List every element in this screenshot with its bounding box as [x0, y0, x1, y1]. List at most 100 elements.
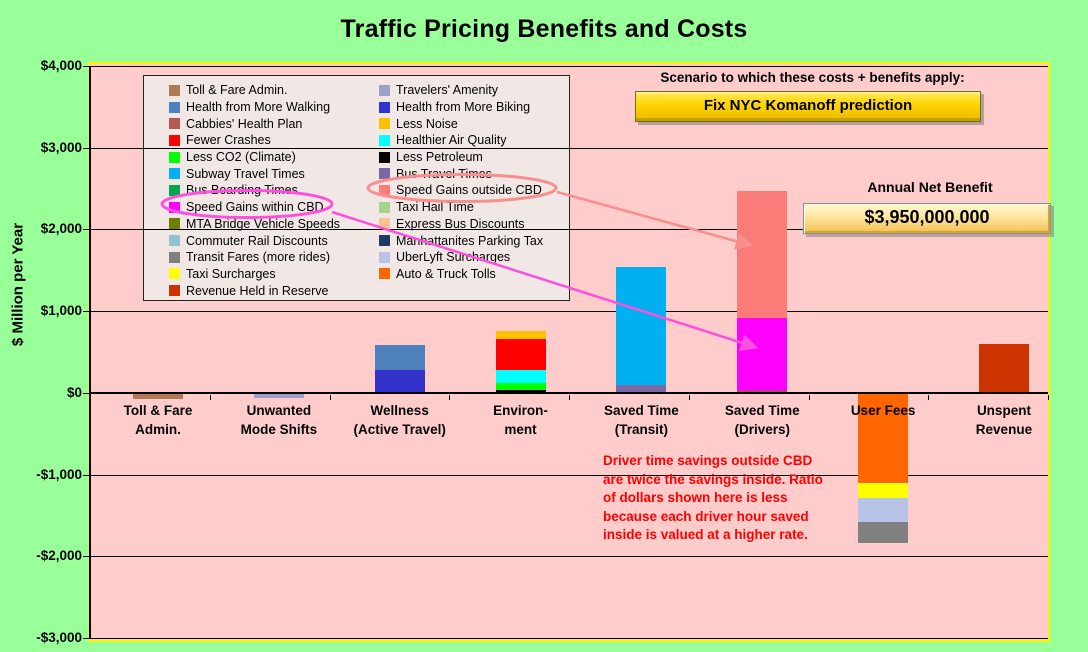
bar-segment-speed-gains-outside-cbd — [737, 191, 788, 318]
legend-item-speed-gains-within-cbd: Speed Gains within CBD — [169, 199, 340, 216]
legend-swatch-icon — [169, 101, 180, 113]
legend-item-label: Travelers' Amenity — [396, 83, 498, 98]
legend-item-commuter-rail-discounts: Commuter Rail Discounts — [169, 232, 340, 249]
y-tick--1000 — [83, 474, 90, 476]
legend-item-less-petroleum: Less Petroleum — [379, 149, 543, 166]
y-tick-label: $3,000 — [40, 139, 82, 155]
legend-swatch-icon — [379, 201, 390, 213]
bar-segment-toll-fare-admin- — [133, 392, 183, 400]
bar-segment-healthier-air-quality — [495, 369, 546, 384]
category-label-5: Saved Time (Drivers) — [724, 403, 800, 437]
y-tick-label: -$3,000 — [36, 630, 82, 645]
y-tick-4000 — [83, 66, 90, 67]
legend-item-label: Healthier Air Quality — [396, 133, 507, 148]
legend-swatch-icon — [169, 285, 180, 297]
bar-segment-subway-travel-times — [616, 267, 667, 385]
legend-item-label: Revenue Held in Reserve — [186, 283, 329, 298]
gridline--3000 — [90, 638, 1048, 639]
legend-swatch-icon — [169, 134, 180, 146]
legend-item-label: Cabbies' Health Plan — [186, 116, 303, 131]
legend-swatch-icon — [169, 84, 180, 96]
y-tick-label: $1,000 — [40, 303, 82, 319]
category-label-0: Toll & Fare Admin. — [123, 403, 193, 437]
bar-segment-less-co2-climate- — [495, 383, 546, 390]
gridline-3000 — [90, 147, 1048, 149]
legend-swatch-icon — [169, 201, 180, 213]
x-tick-0 — [90, 395, 91, 400]
gridline-4000 — [90, 66, 1048, 67]
y-tick-label: $4,000 — [40, 58, 82, 73]
legend-item-mta-bridge-vehicle-speeds: MTA Bridge Vehicle Speeds — [169, 216, 340, 233]
legend-item-travelers-amenity: Travelers' Amenity — [379, 82, 543, 99]
bar-segment-bus-travel-times — [616, 384, 667, 393]
scenario-caption: Scenario to which these costs + benefits… — [660, 70, 965, 85]
bar-segment-transit-fares-more-rides- — [858, 521, 909, 544]
y-tick-3000 — [83, 147, 90, 149]
legend-item-label: Subway Travel Times — [186, 166, 305, 181]
legend-item-auto-truck-tolls: Auto & Truck Tolls — [379, 266, 543, 283]
legend-item-label: Speed Gains within CBD — [186, 200, 324, 215]
legend-swatch-icon — [379, 184, 390, 196]
x-tick-7 — [928, 395, 930, 400]
x-tick-8 — [1048, 395, 1049, 400]
legend-swatch-icon — [169, 251, 180, 263]
category-label-2: Wellness (Active Travel) — [353, 403, 446, 437]
bar-segment-health-from-more-biking — [374, 369, 425, 393]
bar-segment-travelers-amenity — [253, 392, 304, 398]
bar-segment-less-petroleum — [495, 389, 546, 393]
legend-item-label: Health from More Walking — [186, 100, 331, 115]
legend-swatch-icon — [379, 134, 390, 146]
category-label-7: Unspent Revenue — [975, 403, 1033, 437]
legend-item-health-from-more-walking: Health from More Walking — [169, 99, 340, 116]
legend-swatch-icon — [169, 184, 180, 196]
legend-item-less-noise: Less Noise — [379, 115, 543, 132]
legend-swatch-icon — [379, 218, 390, 230]
legend-swatch-icon — [169, 235, 180, 247]
legend-item-label: Auto & Truck Tolls — [396, 266, 496, 281]
legend-item-label: Taxi Surcharges — [186, 266, 276, 281]
legend-swatch-icon — [169, 118, 180, 130]
legend-swatch-icon — [379, 235, 390, 247]
y-axis-line — [89, 66, 91, 638]
category-label-4: Saved Time (Transit) — [603, 403, 679, 437]
legend-swatch-icon — [379, 168, 390, 180]
x-tick-5 — [688, 395, 690, 400]
legend-item-fewer-crashes: Fewer Crashes — [169, 132, 340, 149]
annual-net-benefit-label: Annual Net Benefit — [867, 179, 993, 195]
legend-swatch-icon — [379, 84, 390, 96]
legend-item-taxi-hail-time: Taxi Hail Time — [379, 199, 543, 216]
legend-item-transit-fares-more-rides-: Transit Fares (more rides) — [169, 249, 340, 266]
y-tick-0 — [83, 392, 90, 394]
legend-item-label: Less Petroleum — [396, 150, 483, 165]
y-tick-label: $0 — [66, 384, 82, 400]
legend-column-left: Toll & Fare Admin. Health from More Walki… — [169, 82, 340, 299]
legend-item-label: Manhattanites Parking Tax — [396, 233, 544, 248]
legend-item-label: Taxi Hail Time — [396, 200, 474, 215]
y-tick--3000 — [83, 638, 90, 639]
legend-item-cabbies-health-plan: Cabbies' Health Plan — [169, 115, 340, 132]
legend-swatch-icon — [379, 151, 390, 163]
legend-item-manhattanites-parking-tax: Manhattanites Parking Tax — [379, 232, 543, 249]
chart-legend: Toll & Fare Admin. Health from More Walki… — [143, 75, 570, 301]
x-tick-3 — [449, 395, 451, 400]
legend-item-bus-boarding-times: Bus Boarding Times — [169, 182, 340, 199]
bar-segment-revenue-held-in-reserve — [978, 343, 1029, 393]
bar-segment-taxi-surcharges — [858, 482, 909, 498]
legend-item-toll-fare-admin-: Toll & Fare Admin. — [169, 82, 340, 99]
legend-item-label: Transit Fares (more rides) — [186, 250, 331, 265]
y-tick--2000 — [83, 556, 90, 558]
bar-segment-fewer-crashes — [495, 338, 546, 370]
legend-item-label: Commuter Rail Discounts — [186, 233, 328, 248]
scenario-button[interactable]: Fix NYC Komanoff prediction — [635, 91, 981, 122]
annotation-line: because each driver hour saved — [603, 508, 809, 524]
annotation-line: are twice the savings inside. Ratio — [603, 471, 823, 487]
legend-item-label: Health from More Biking — [396, 100, 531, 115]
y-tick-2000 — [83, 229, 90, 231]
legend-item-label: Less Noise — [396, 116, 458, 131]
y-tick-label: -$1,000 — [36, 466, 82, 482]
legend-item-label: Fewer Crashes — [186, 133, 271, 148]
legend-swatch-icon — [169, 268, 180, 280]
category-label-6: User Fees — [850, 403, 916, 418]
gridline--2000 — [90, 556, 1048, 558]
